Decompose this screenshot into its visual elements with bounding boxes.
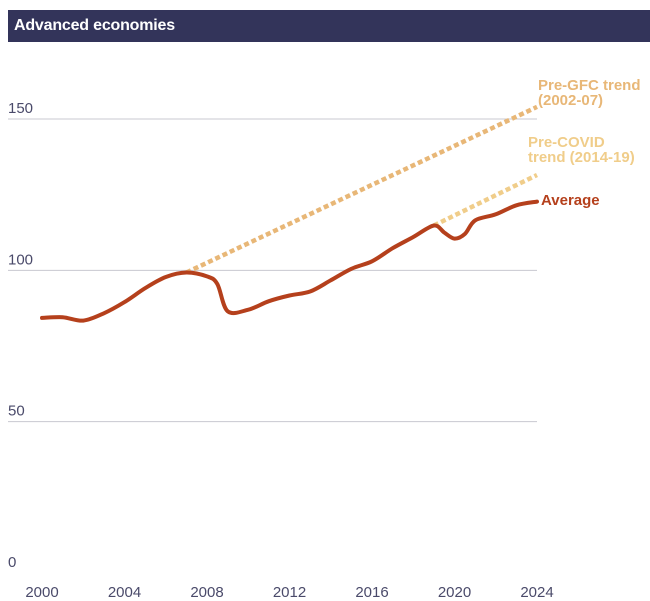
chart-title: Advanced economies	[14, 17, 175, 34]
x-tick-label-2024: 2024	[520, 584, 553, 601]
annotations: Pre-GFC trend (2002-07) Pre-COVID trend (20…	[528, 77, 641, 209]
x-tick-label-2008: 2008	[190, 584, 223, 601]
y-tick-label-50: 50	[8, 403, 25, 420]
series-line-pre-covid-trend-2014-19	[432, 172, 538, 228]
x-tick-label-2012: 2012	[273, 584, 306, 601]
y-tick-label-0: 0	[8, 554, 16, 571]
chart-header: Advanced economies	[8, 10, 650, 42]
y-axis-ticks: 0 50 100 150	[8, 100, 33, 571]
series-label-pre-gfc-trend-2002-07: Pre-GFC trend (2002-07)	[538, 77, 641, 109]
y-tick-label-100: 100	[8, 251, 33, 268]
series-label-pre-covid-trend-2014-19: Pre-COVID trend (2014-19)	[528, 134, 635, 166]
x-tick-label-2004: 2004	[108, 584, 141, 601]
x-tick-label-2020: 2020	[438, 584, 471, 601]
series-line-pre-gfc-trend-2002-07	[185, 104, 538, 275]
x-tick-label-2000: 2000	[25, 584, 58, 601]
series-line-average	[40, 199, 539, 323]
x-tick-label-2016: 2016	[355, 584, 388, 601]
series-label-average: Average	[541, 192, 600, 209]
y-tick-label-150: 150	[8, 100, 33, 117]
x-axis-ticks: 2000 2004 2008 2012 2016 2020 2024	[25, 584, 553, 601]
series	[40, 104, 539, 323]
gridlines	[8, 118, 537, 423]
